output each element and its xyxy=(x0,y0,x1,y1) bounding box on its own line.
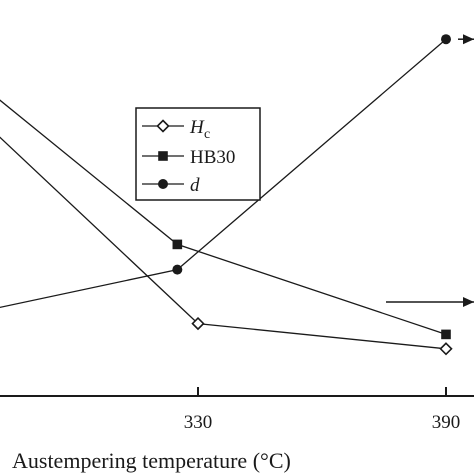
data-point-d-390 xyxy=(441,34,451,45)
series-d xyxy=(0,34,451,309)
series-h xyxy=(0,136,453,356)
series-layer xyxy=(0,34,453,356)
x-tick-label-330: 330 xyxy=(184,412,213,433)
legend-label-subscript-h: c xyxy=(204,127,210,142)
legend-label-h: H xyxy=(189,117,205,138)
arrow-head xyxy=(463,297,474,307)
data-point-hb30-325 xyxy=(172,239,183,250)
arrow-head xyxy=(463,34,474,45)
annotation-layer xyxy=(386,34,474,307)
data-point-d-325 xyxy=(172,264,183,275)
arrow-annotation-1 xyxy=(458,34,474,45)
x-tick-label-390: 390 xyxy=(432,412,461,433)
data-point-h-390 xyxy=(439,342,453,356)
data-point-h-330 xyxy=(191,316,205,331)
x-axis-title: Austempering temperature (°C) xyxy=(12,448,291,473)
legend-marker-d xyxy=(158,179,168,189)
legend-box xyxy=(135,107,261,201)
legend-label-d: d xyxy=(190,175,200,196)
x-ticks: 330 390 xyxy=(184,387,461,433)
series-hb30 xyxy=(0,99,451,340)
legend-marker-h xyxy=(156,119,170,133)
legend-label-hb30: HB30 xyxy=(190,147,235,168)
legend-entry-hb30: HB30 xyxy=(142,147,235,168)
data-point-hb30-390 xyxy=(441,329,451,340)
legend-entry-d: d xyxy=(142,175,200,196)
arrow-annotation-2 xyxy=(386,297,474,307)
legend-marker-hb30 xyxy=(158,151,168,161)
